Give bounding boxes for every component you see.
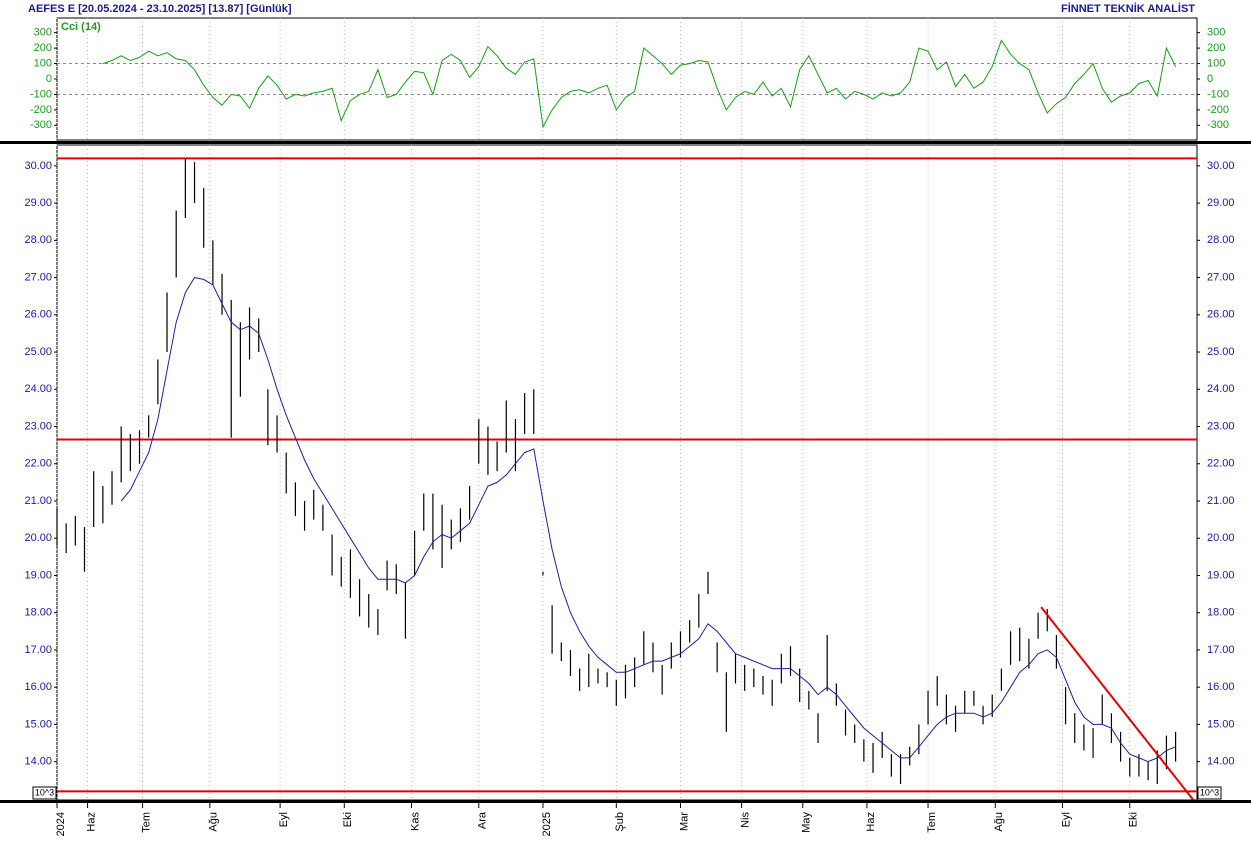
y-tick-label: 26.00 xyxy=(24,309,52,321)
y-tick-label: 24.00 xyxy=(24,383,52,395)
x-tick-label: Şub xyxy=(614,812,626,832)
x-tick-label: Ağu xyxy=(993,812,1005,832)
x-tick-label: May xyxy=(801,812,813,833)
x-tick-label: Tem xyxy=(140,812,152,833)
y-tick-label: 20.00 xyxy=(24,532,52,544)
scale-note-right: 10^3 xyxy=(1200,787,1219,797)
x-tick-label: Eyl xyxy=(278,812,290,827)
cci-label: Cci (14) xyxy=(61,21,101,33)
y-tick-label-right: 300 xyxy=(1207,27,1225,39)
y-tick-label: 300 xyxy=(34,27,52,39)
y-tick-label: 30.00 xyxy=(24,160,52,172)
y-tick-label-right: -100 xyxy=(1207,88,1229,100)
y-tick-label-right: 22.00 xyxy=(1207,458,1235,470)
y-tick-label: 200 xyxy=(34,42,52,54)
x-tick-label: Eki xyxy=(1128,812,1140,827)
moving-average xyxy=(120,277,1176,763)
panel-divider xyxy=(0,141,1251,144)
y-tick-label-right: 18.00 xyxy=(1207,607,1235,619)
y-tick-label: 16.00 xyxy=(24,681,52,693)
y-tick-label-right: 100 xyxy=(1207,57,1225,69)
y-tick-label-right: 30.00 xyxy=(1207,160,1235,172)
x-tick-label: Mar xyxy=(678,812,690,831)
y-tick-label: 23.00 xyxy=(24,420,52,432)
y-tick-label-right: 20.00 xyxy=(1207,532,1235,544)
y-tick-label-right: 0 xyxy=(1207,73,1213,85)
header-title: AEFES E [20.05.2024 - 23.10.2025] [13.87… xyxy=(28,3,292,15)
y-tick-label-right: 29.00 xyxy=(1207,197,1235,209)
y-tick-label: 27.00 xyxy=(24,271,52,283)
scale-note-box xyxy=(32,786,57,800)
y-tick-label-right: -300 xyxy=(1207,119,1229,131)
y-tick-label-right: 200 xyxy=(1207,42,1225,54)
y-tick-label-right: 25.00 xyxy=(1207,346,1235,358)
y-tick-label: 22.00 xyxy=(24,458,52,470)
y-tick-label: -100 xyxy=(30,88,52,100)
y-tick-label-right: 14.00 xyxy=(1207,756,1235,768)
y-tick-label-right: 28.00 xyxy=(1207,234,1235,246)
scale-note-box-right xyxy=(1197,786,1222,800)
y-tick-label: 29.00 xyxy=(24,197,52,209)
y-tick-label-right: 17.00 xyxy=(1207,644,1235,656)
y-tick-label-right: 15.00 xyxy=(1207,718,1235,730)
y-tick-label-right: 16.00 xyxy=(1207,681,1235,693)
y-tick-label: -300 xyxy=(30,119,52,131)
y-tick-label: 25.00 xyxy=(24,346,52,358)
y-tick-label-right: 27.00 xyxy=(1207,271,1235,283)
x-tick-label: Nis xyxy=(740,812,752,828)
y-tick-label: 14.00 xyxy=(24,756,52,768)
y-tick-label-right: 24.00 xyxy=(1207,383,1235,395)
x-tick-label: Ağu xyxy=(208,812,220,832)
y-tick-label-right: 23.00 xyxy=(1207,420,1235,432)
y-tick-label: 0 xyxy=(46,73,52,85)
axis-divider xyxy=(0,800,1251,803)
y-tick-label: 17.00 xyxy=(24,644,52,656)
y-tick-label: -200 xyxy=(30,104,52,116)
x-tick-label: Tem xyxy=(926,812,938,833)
y-tick-label: 21.00 xyxy=(24,495,52,507)
y-tick-label-right: 19.00 xyxy=(1207,569,1235,581)
cci-line xyxy=(102,39,1177,129)
trend-line xyxy=(1040,606,1195,800)
y-tick-label: 28.00 xyxy=(24,234,52,246)
scale-note: 10^3 xyxy=(35,787,54,797)
x-tick-label: 2025 xyxy=(541,812,553,836)
x-tick-label: Ara xyxy=(477,811,489,829)
x-tick-label: Eki xyxy=(342,812,354,827)
y-tick-label: 19.00 xyxy=(24,569,52,581)
y-tick-label: 18.00 xyxy=(24,607,52,619)
y-tick-label-right: 21.00 xyxy=(1207,495,1235,507)
x-tick-label: 2024 xyxy=(55,812,67,836)
x-tick-label: Kas xyxy=(409,812,421,831)
x-tick-label: Haz xyxy=(865,812,877,832)
y-tick-label-right: 26.00 xyxy=(1207,309,1235,321)
y-tick-label: 15.00 xyxy=(24,718,52,730)
x-tick-label: Haz xyxy=(85,812,97,832)
y-tick-label-right: -200 xyxy=(1207,104,1229,116)
y-tick-label: 100 xyxy=(34,57,52,69)
header-source: FİNNET TEKNİK ANALİST xyxy=(1061,2,1195,15)
x-tick-label: Eyl xyxy=(1060,812,1072,827)
